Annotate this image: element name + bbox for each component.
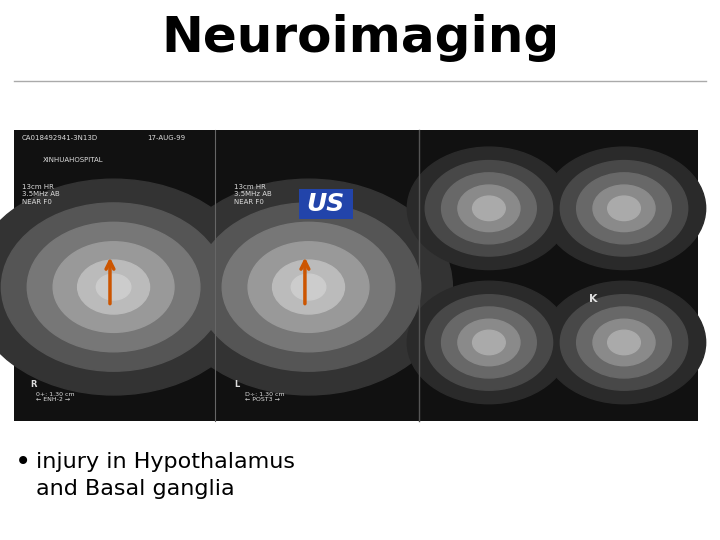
Text: L: L xyxy=(234,380,239,389)
Circle shape xyxy=(458,319,520,366)
Text: 17-AUG-99: 17-AUG-99 xyxy=(148,135,186,141)
Circle shape xyxy=(426,295,553,390)
Circle shape xyxy=(458,185,520,232)
Circle shape xyxy=(408,281,570,404)
Text: •: • xyxy=(14,448,31,476)
FancyBboxPatch shape xyxy=(299,189,353,219)
Circle shape xyxy=(542,281,706,404)
Circle shape xyxy=(408,147,570,269)
Text: Neuroimaging: Neuroimaging xyxy=(161,14,559,62)
Circle shape xyxy=(273,260,344,314)
Circle shape xyxy=(292,274,325,300)
Circle shape xyxy=(608,196,640,220)
Text: D÷: 1.30 cm
← POST3 →: D÷: 1.30 cm ← POST3 → xyxy=(245,392,284,402)
Circle shape xyxy=(441,173,536,244)
Circle shape xyxy=(577,307,671,378)
Circle shape xyxy=(248,242,369,333)
Circle shape xyxy=(53,242,174,333)
Circle shape xyxy=(608,330,640,355)
Circle shape xyxy=(560,295,688,390)
Circle shape xyxy=(96,274,131,300)
Text: CA018492941-3N13D: CA018492941-3N13D xyxy=(22,135,98,141)
Text: XINHUAHOSPITAL: XINHUAHOSPITAL xyxy=(43,157,104,163)
Circle shape xyxy=(542,147,706,269)
Circle shape xyxy=(426,160,553,256)
Circle shape xyxy=(0,179,258,395)
Circle shape xyxy=(472,196,505,220)
Circle shape xyxy=(222,222,395,352)
Text: K: K xyxy=(589,294,598,303)
Text: 0+: 1.30 cm
← ENH-2 →: 0+: 1.30 cm ← ENH-2 → xyxy=(36,392,75,402)
Circle shape xyxy=(441,307,536,378)
Circle shape xyxy=(593,185,655,232)
Circle shape xyxy=(577,173,671,244)
Circle shape xyxy=(197,203,420,371)
Text: injury in Hypothalamus: injury in Hypothalamus xyxy=(36,451,295,472)
Text: 13cm HR
3.5MHz AB
NEAR F0: 13cm HR 3.5MHz AB NEAR F0 xyxy=(234,184,271,205)
Circle shape xyxy=(593,319,655,366)
Text: and Basal ganglia: and Basal ganglia xyxy=(36,478,235,499)
FancyBboxPatch shape xyxy=(14,130,698,421)
Text: R: R xyxy=(30,380,37,389)
Circle shape xyxy=(472,330,505,355)
Text: US: US xyxy=(307,192,345,216)
Text: 13cm HR
3.5MHz AB
NEAR F0: 13cm HR 3.5MHz AB NEAR F0 xyxy=(22,184,59,205)
Circle shape xyxy=(27,222,200,352)
Circle shape xyxy=(165,179,452,395)
Circle shape xyxy=(78,260,150,314)
Circle shape xyxy=(1,203,226,371)
Circle shape xyxy=(560,160,688,256)
